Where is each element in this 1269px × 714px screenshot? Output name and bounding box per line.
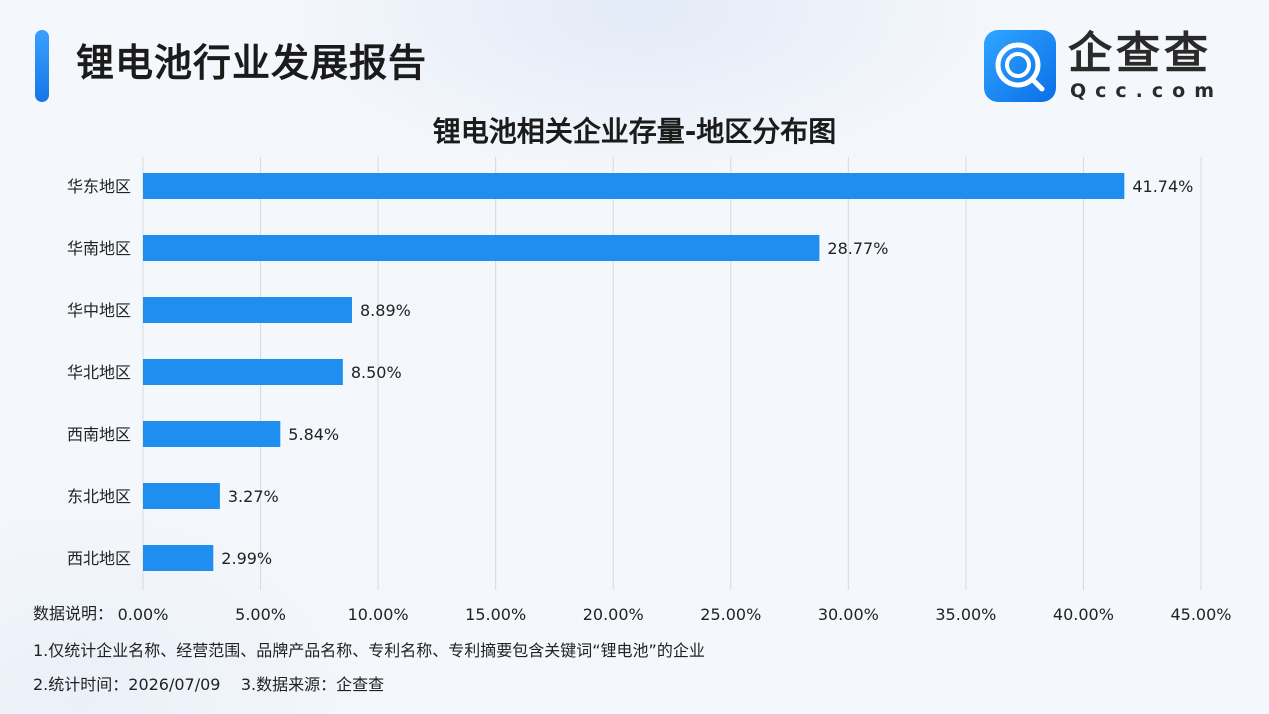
x-tick-label: 35.00%: [935, 605, 996, 624]
category-label: 华中地区: [67, 301, 131, 320]
qcc-logo-icon: [984, 30, 1056, 102]
x-tick-label: 15.00%: [465, 605, 526, 624]
report-title: 锂电池行业发展报告: [76, 41, 428, 85]
category-label: 东北地区: [67, 487, 131, 506]
bar: [143, 297, 353, 323]
notes-line-2: 2.统计时间：2026/07/09 3.数据来源：企查查: [33, 675, 385, 694]
data-label: 41.74%: [1132, 177, 1193, 196]
qcc-logo: 企查查 Qcc.com: [984, 28, 1224, 102]
x-tick-label: 20.00%: [583, 605, 644, 624]
bar: [143, 173, 1125, 199]
data-label: 8.89%: [360, 301, 411, 320]
bar: [143, 545, 214, 571]
notes-line-1: 1.仅统计企业名称、经营范围、品牌产品名称、专利名称、专利摘要包含关键词“锂电池…: [33, 641, 705, 660]
data-label: 3.27%: [228, 487, 279, 506]
chart-title: 锂电池相关企业存量-地区分布图: [432, 115, 837, 148]
x-tick-label: 45.00%: [1170, 605, 1231, 624]
data-label: 2.99%: [221, 549, 272, 568]
bar: [143, 235, 820, 261]
category-label: 西南地区: [67, 425, 131, 444]
logo-text: 企查查: [1068, 28, 1212, 79]
x-tick-label: 5.00%: [235, 605, 286, 624]
category-label: 华北地区: [67, 363, 131, 382]
x-tick-label: 40.00%: [1053, 605, 1114, 624]
category-label: 华南地区: [67, 239, 131, 258]
notes-label: 数据说明：: [33, 604, 114, 623]
data-label: 28.77%: [827, 239, 888, 258]
x-tick-label: 30.00%: [818, 605, 879, 624]
bar: [143, 421, 281, 447]
x-tick-label: 10.00%: [348, 605, 409, 624]
x-tick-label: 25.00%: [700, 605, 761, 624]
category-label: 西北地区: [67, 549, 131, 568]
data-label: 8.50%: [351, 363, 402, 382]
data-label: 5.84%: [288, 425, 339, 444]
x-tick-label: 0.00%: [118, 605, 169, 624]
logo-subtext: Qcc.com: [1070, 80, 1224, 102]
title-accent-bar: [35, 30, 49, 102]
bar: [143, 483, 220, 509]
category-label: 华东地区: [67, 177, 131, 196]
bar: [143, 359, 343, 385]
